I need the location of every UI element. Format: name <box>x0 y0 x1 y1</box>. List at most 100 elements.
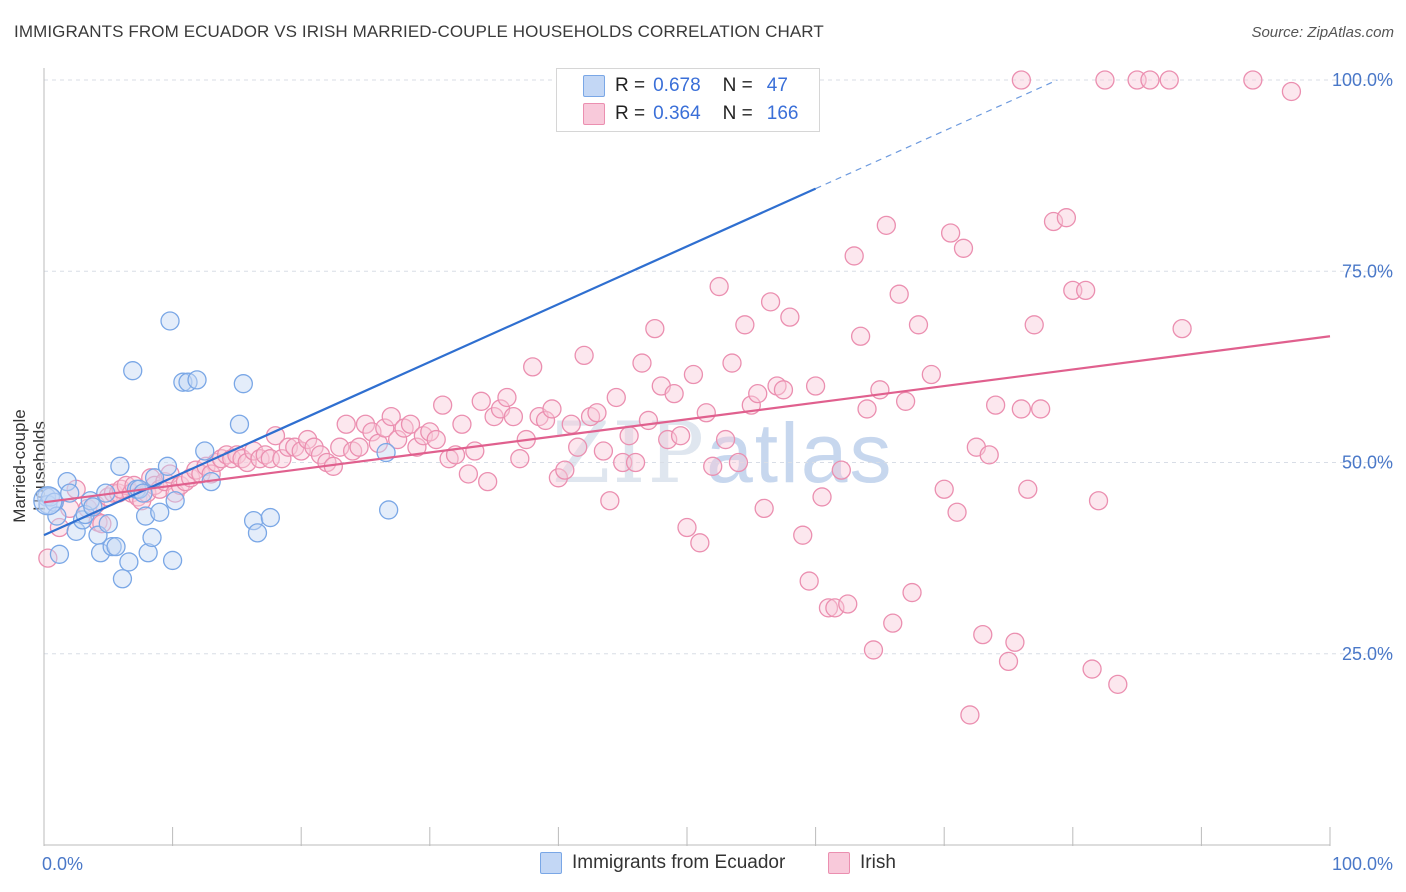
irish-point <box>1108 674 1128 694</box>
ecuador-point <box>233 374 253 394</box>
ecuador-point <box>195 441 215 461</box>
irish-point <box>600 491 620 511</box>
irish-point <box>355 414 376 434</box>
irish-point <box>471 391 491 411</box>
trend-line-ecuador <box>43 187 817 537</box>
ecuador-point <box>150 502 170 522</box>
ecuador-point <box>142 527 162 548</box>
ecuador-point <box>157 456 178 476</box>
irish-point <box>664 383 684 404</box>
irish-point <box>985 395 1006 415</box>
irish-point <box>895 391 916 411</box>
irish-point <box>523 357 543 377</box>
irish-point <box>728 452 749 473</box>
legend-swatch-ecuador <box>583 75 605 97</box>
irish-point <box>677 517 697 538</box>
irish-point <box>272 449 292 469</box>
irish-point <box>336 414 356 434</box>
irish-point <box>1140 70 1160 90</box>
irish-point <box>670 426 691 446</box>
ecuador-point <box>378 500 399 520</box>
irish-point <box>1024 315 1044 335</box>
irish-point <box>1088 491 1109 511</box>
irish-point <box>953 238 974 258</box>
irish-point <box>960 705 980 725</box>
irish-point <box>760 292 781 312</box>
irish-point <box>940 223 961 243</box>
ecuador-point <box>173 372 193 392</box>
irish-point <box>497 387 517 408</box>
legend-n-label: N = <box>722 75 753 96</box>
irish-point <box>561 414 581 434</box>
irish-point <box>780 307 800 327</box>
y-tick-label: 75.0% <box>1342 261 1393 281</box>
ecuador-point <box>112 569 133 589</box>
irish-points <box>38 70 1302 725</box>
legend-r-label: R = <box>615 103 646 124</box>
irish-point <box>606 387 626 408</box>
irish-point <box>632 353 652 373</box>
legend-n-value: 47 <box>766 75 788 96</box>
irish-point <box>92 514 112 534</box>
ecuador-point <box>123 361 143 381</box>
irish-point <box>297 429 318 450</box>
chart-source: Source: ZipAtlas.com <box>1251 24 1394 41</box>
irish-point <box>310 445 331 465</box>
ecuador-point <box>66 521 86 541</box>
irish-point <box>1095 70 1115 90</box>
irish-point <box>587 403 607 423</box>
ecuador-point <box>243 510 264 531</box>
irish-point <box>754 498 774 519</box>
irish-point <box>1005 632 1025 652</box>
ecuador-point <box>247 523 268 543</box>
irish-point <box>568 437 588 457</box>
irish-point <box>805 376 826 396</box>
ecuador-point <box>229 414 250 434</box>
correlation-legend: R = 0.678 N = 47 R = 0.364 N = 166 <box>556 68 820 132</box>
x-tick-label-max: 100.0% <box>1332 854 1393 874</box>
irish-point <box>793 525 813 545</box>
irish-point <box>696 403 716 423</box>
irish-point <box>1056 208 1077 228</box>
irish-point <box>1172 318 1192 339</box>
irish-point <box>735 315 755 335</box>
irish-point <box>844 246 864 266</box>
irish-point <box>1243 70 1263 90</box>
irish-point <box>1281 81 1302 102</box>
bottom-legend-irish: Irish <box>828 852 896 874</box>
irish-point <box>857 399 877 419</box>
grid <box>44 79 1392 655</box>
trend-lines <box>43 79 1331 537</box>
irish-point <box>375 418 395 438</box>
irish-point <box>973 624 993 645</box>
irish-point <box>722 353 742 373</box>
ecuador-point <box>160 311 180 331</box>
trend-line-irish <box>43 335 1331 504</box>
irish-point <box>1159 70 1179 90</box>
irish-point <box>645 318 665 339</box>
ecuador-point <box>138 543 158 563</box>
irish-point <box>420 422 440 442</box>
ecuador-point <box>119 552 139 572</box>
irish-point <box>683 364 704 385</box>
y-tick-label: 25.0% <box>1342 644 1393 664</box>
legend-n-label: N = <box>722 103 753 124</box>
legend-r-label: R = <box>615 75 646 96</box>
irish-point <box>908 315 929 335</box>
irish-point <box>387 429 408 450</box>
irish-point <box>1031 399 1051 419</box>
irish-point <box>799 571 819 591</box>
legend-n-value: 166 <box>766 103 799 124</box>
irish-point <box>304 437 324 457</box>
irish-point <box>1076 280 1096 301</box>
irish-point <box>902 582 922 603</box>
irish-point <box>850 326 871 346</box>
irish-point <box>831 460 851 480</box>
ecuador-point <box>165 491 185 511</box>
legend-row-irish: R = 0.364 N = 166 <box>583 101 799 127</box>
bottom-legend-swatch-ecuador <box>540 852 562 874</box>
irish-point <box>458 464 479 484</box>
irish-point <box>510 449 530 469</box>
ecuador-point <box>49 544 70 564</box>
irish-point <box>1082 659 1102 679</box>
